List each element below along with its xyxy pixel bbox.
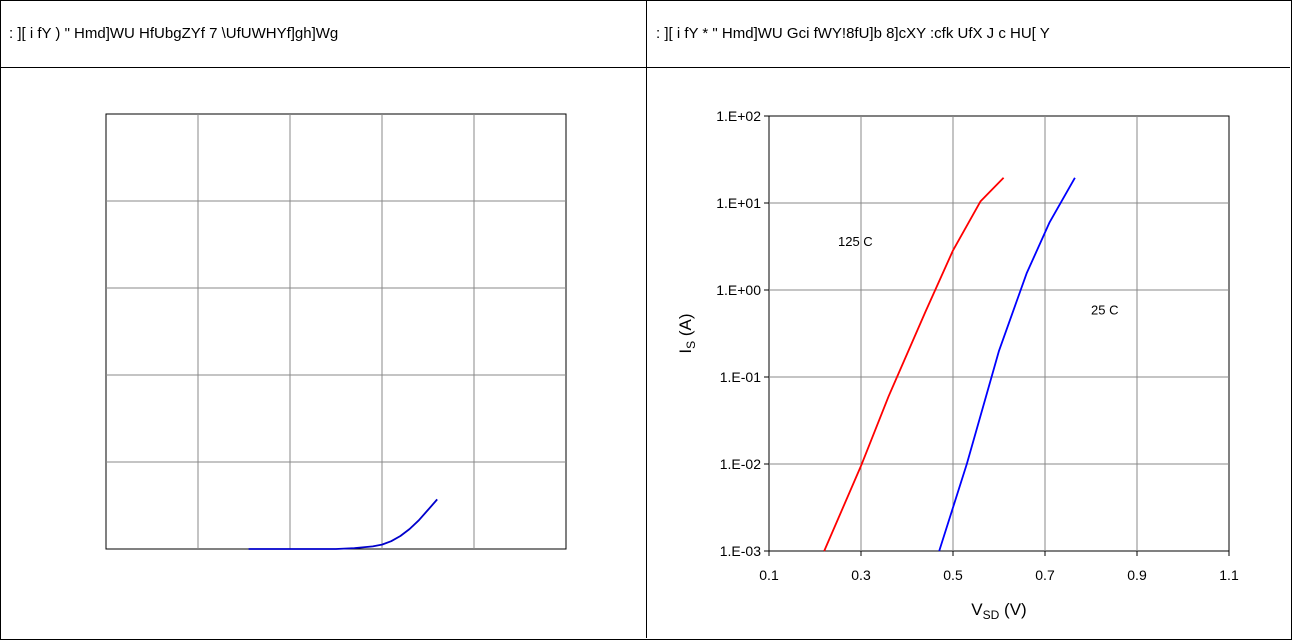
panel-divider-horizontal xyxy=(0,67,1290,68)
plot-area xyxy=(105,113,567,550)
x-tick-label: 0.7 xyxy=(1035,567,1055,583)
annotation-label: 25 C xyxy=(1091,303,1118,318)
x-tick-label: 0.1 xyxy=(759,567,779,583)
x-tick-label: 1.1 xyxy=(1219,567,1239,583)
y-tick-label: 1.E-03 xyxy=(720,543,761,559)
y-tick-label: 1.E-02 xyxy=(720,456,761,472)
gridlines xyxy=(769,116,1229,551)
series-line-1 xyxy=(823,177,1005,552)
y-tick-label: 1.E-01 xyxy=(720,369,761,385)
x-tick-label: 0.3 xyxy=(851,567,871,583)
plot-area xyxy=(768,115,1230,552)
panel-divider-vertical xyxy=(646,0,647,638)
y-tick-label: 1.E+02 xyxy=(716,108,761,124)
x-tick-label: 0.5 xyxy=(943,567,963,583)
x-tick-label: 0.9 xyxy=(1127,567,1147,583)
gridlines xyxy=(106,114,566,549)
annotation-label: 125 C xyxy=(838,234,873,249)
right-panel-title: : ][ i fY * " Hmd]WU Gci fWY!8fU]b 8]cXY… xyxy=(656,25,1050,42)
y-tick-label: 1.E+00 xyxy=(716,282,761,298)
series-line-1 xyxy=(248,498,438,550)
left-panel-title: : ][ i fY ) " Hmd]WU HfUbgZYf 7 \UfUWHYf… xyxy=(9,25,339,42)
y-axis-title: IS (A) xyxy=(676,313,698,353)
series-line-2 xyxy=(938,177,1076,552)
x-axis-title: VSD (V) xyxy=(971,600,1026,622)
y-tick-label: 1.E+01 xyxy=(716,195,761,211)
